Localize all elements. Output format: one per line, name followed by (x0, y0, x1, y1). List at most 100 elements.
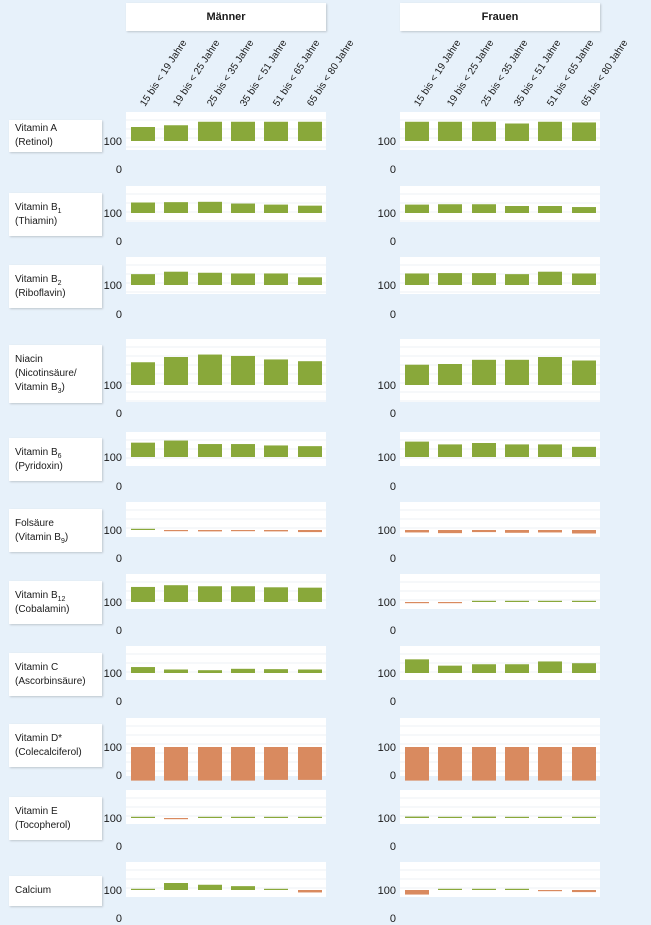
bar (405, 659, 429, 673)
y-tick-label: 0 (116, 236, 122, 248)
bar (198, 530, 222, 532)
bar (572, 747, 596, 781)
bar (231, 747, 255, 781)
bar (538, 121, 562, 141)
y-tick-label: 0 (390, 625, 396, 637)
bar (164, 747, 188, 781)
header-women: Frauen (400, 3, 600, 31)
bar (231, 203, 255, 213)
y-tick-label: 100 (378, 525, 396, 537)
y-tick-label: 0 (390, 841, 396, 853)
bar (231, 586, 255, 602)
y-tick-label: 100 (104, 597, 122, 609)
bar (472, 443, 496, 457)
y-tick-label: 100 (378, 597, 396, 609)
bar (472, 664, 496, 673)
bar (131, 667, 155, 673)
bar (198, 884, 222, 890)
nutrient-label: Vitamin B2 (Riboflavin) (9, 265, 102, 308)
bar (298, 816, 322, 818)
bar (538, 816, 562, 818)
nutrient-label: Niacin (Nicotinsäure/Vitamin B3) (9, 345, 102, 403)
bar (231, 121, 255, 141)
bar (505, 888, 529, 890)
bar (131, 202, 155, 213)
bar (572, 122, 596, 141)
bar (131, 888, 155, 890)
bar (505, 359, 529, 385)
bar (438, 204, 462, 213)
y-tick-label: 100 (378, 280, 396, 292)
y-tick-label: 100 (104, 208, 122, 220)
bar (405, 890, 429, 895)
y-tick-label: 100 (104, 525, 122, 537)
y-tick-label: 100 (104, 813, 122, 825)
y-tick-label: 0 (390, 770, 396, 782)
plot-panel (126, 339, 326, 402)
bar (131, 274, 155, 285)
bar (472, 888, 496, 890)
bar (538, 271, 562, 285)
nutrient-label: Folsäure (Vitamin B9) (9, 509, 102, 552)
bar (264, 816, 288, 818)
bar (405, 204, 429, 213)
bar (472, 359, 496, 385)
bar (538, 530, 562, 533)
bar (131, 442, 155, 457)
bar (231, 886, 255, 890)
bar (164, 440, 188, 457)
nutrient-label: Vitamin B1 (Thiamin) (9, 193, 102, 236)
bar (198, 444, 222, 457)
bar (405, 364, 429, 385)
bar (572, 360, 596, 385)
bar (538, 444, 562, 457)
bar (438, 121, 462, 141)
bar (438, 530, 462, 534)
bar (438, 444, 462, 457)
bar (572, 600, 596, 602)
nutrient-label: Vitamin E (Tocopherol) (9, 797, 102, 840)
plot-panel (126, 718, 326, 776)
bar (438, 364, 462, 385)
bar (164, 883, 188, 890)
bar (538, 747, 562, 781)
bar (264, 888, 288, 890)
bar (164, 202, 188, 213)
bar (472, 204, 496, 213)
bar (438, 747, 462, 781)
bar (438, 816, 462, 818)
y-tick-label: 0 (116, 625, 122, 637)
y-tick-label: 0 (116, 841, 122, 853)
y-tick-label: 100 (104, 136, 122, 148)
bar (298, 361, 322, 385)
bar (231, 668, 255, 673)
bar (264, 587, 288, 602)
bar (438, 665, 462, 673)
plot-panel (126, 186, 326, 222)
bar (198, 354, 222, 385)
bar (472, 600, 496, 602)
bar (572, 663, 596, 673)
bar (472, 747, 496, 781)
plot-panel (126, 112, 326, 150)
y-tick-label: 0 (390, 481, 396, 493)
bar (298, 890, 322, 893)
bar (538, 661, 562, 673)
bar (231, 530, 255, 532)
bar (298, 747, 322, 780)
bar (198, 201, 222, 213)
bar (264, 121, 288, 141)
bar (198, 272, 222, 285)
bar (264, 669, 288, 673)
nutrient-label: Vitamin C (Ascorbinsäure) (9, 653, 102, 696)
plot-panel (400, 718, 600, 776)
bar (505, 444, 529, 457)
bar (572, 890, 596, 893)
y-tick-label: 100 (104, 380, 122, 392)
bar (505, 206, 529, 213)
y-tick-label: 100 (104, 742, 122, 754)
bar (505, 747, 529, 781)
y-tick-label: 0 (116, 770, 122, 782)
y-tick-label: 0 (390, 913, 396, 925)
y-tick-label: 100 (378, 380, 396, 392)
